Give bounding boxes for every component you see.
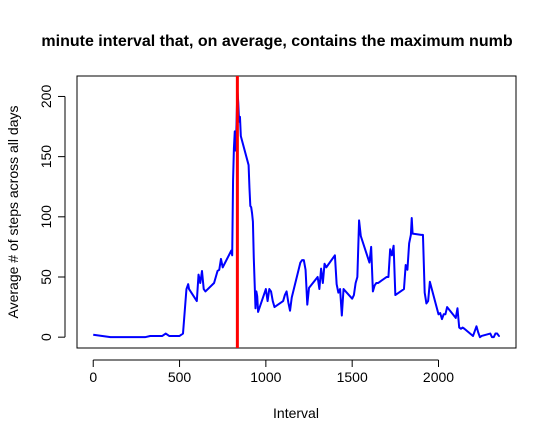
y-tick-label: 100 [38, 205, 54, 229]
chart-title: minute interval that, on average, contai… [41, 33, 512, 50]
y-tick-label: 50 [38, 269, 54, 285]
x-axis-label: Interval [273, 405, 319, 421]
x-tick-label: 1000 [250, 369, 281, 385]
y-tick-label: 200 [38, 85, 54, 109]
data-line [93, 88, 500, 339]
x-tick-label: 500 [168, 369, 192, 385]
plot-box [76, 75, 517, 349]
x-tick-label: 2000 [423, 369, 454, 385]
y-tick-label: 0 [38, 333, 54, 341]
x-tick-label: 0 [89, 369, 97, 385]
x-tick-label: 1500 [337, 369, 368, 385]
y-tick-label: 150 [38, 145, 54, 169]
y-axis-label: Average # of steps across all days [5, 106, 21, 319]
